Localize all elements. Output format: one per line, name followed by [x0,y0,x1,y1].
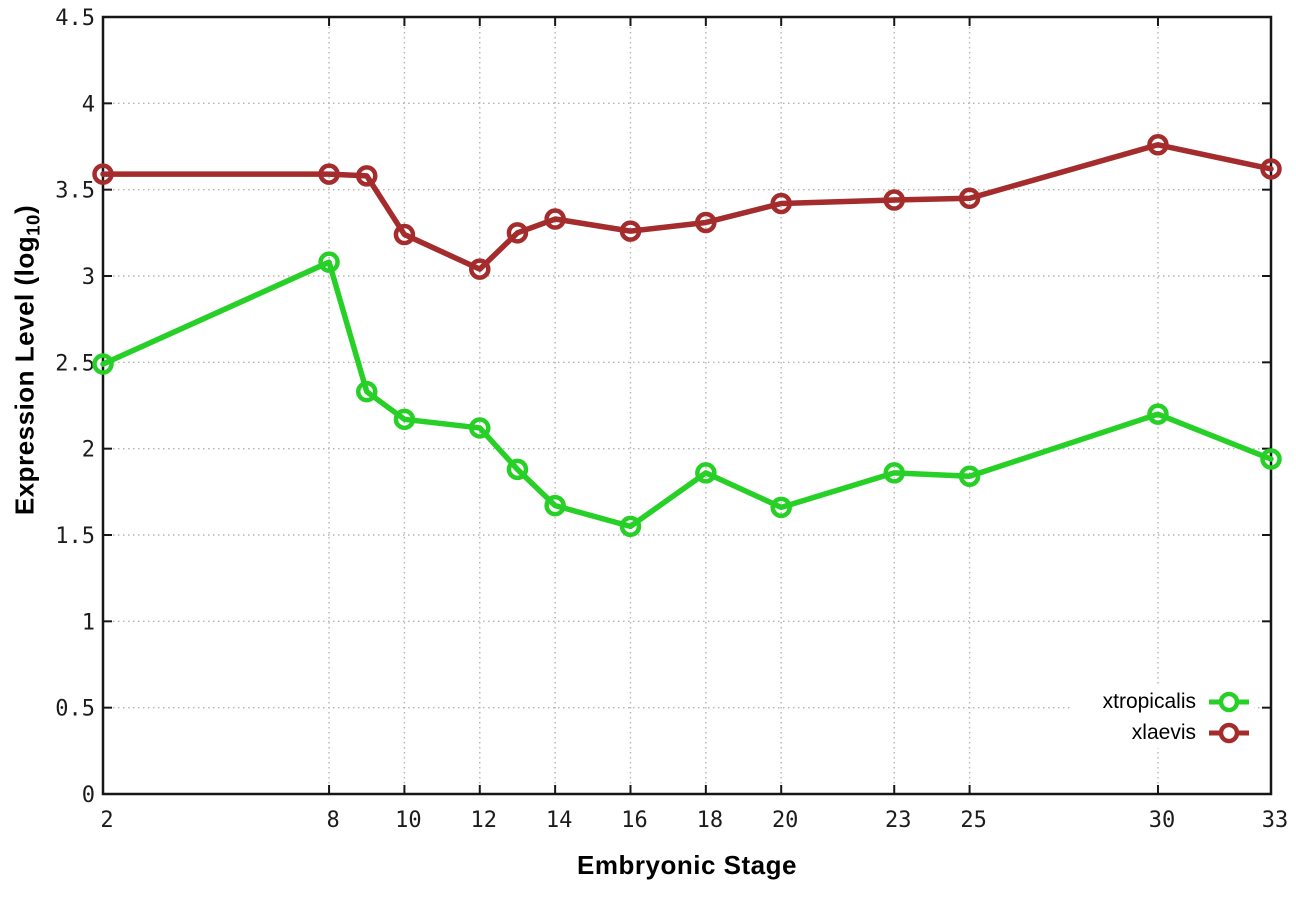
data-point-xlaevis [770,192,792,215]
data-point-xtropicalis [619,515,642,538]
data-point-xlaevis [92,163,114,185]
data-point-xlaevis [469,258,491,280]
data-point-xtropicalis [770,496,792,519]
data-point-xlaevis [1147,134,1169,156]
legend-label-xtropicalis: xtropicalis [1102,690,1196,713]
series-line-xlaevis [100,142,1274,272]
data-point-xlaevis [318,163,340,185]
data-point-xtropicalis [958,465,981,488]
x-tick-label: 12 [471,808,498,833]
series-line-xtropicalis [100,259,1274,530]
y-tick-label: 4 [82,92,95,117]
x-tick-label: 16 [621,808,648,833]
legend-circle-marker-icon [1218,691,1240,713]
data-point-xlaevis [619,220,642,242]
data-point-xtropicalis [318,251,340,273]
data-point-xlaevis [506,222,529,244]
x-tick-label: 30 [1149,808,1176,833]
y-tick-label: 4.5 [55,6,95,31]
data-point-xtropicalis [393,408,416,431]
x-tick-label: 33 [1262,808,1289,833]
data-point-xlaevis [355,165,378,187]
legend-entry-xlaevis: xlaevis [1132,720,1252,746]
y-tick-label: 3 [82,265,95,290]
y-axis-label-text: Expression Level (log [9,235,40,516]
x-tick-label: 18 [697,808,724,833]
y-axis-label: Expression Level (log10) [9,205,44,515]
data-point-xlaevis [883,189,905,211]
data-point-xlaevis [544,208,566,230]
x-tick-label: 8 [326,808,339,833]
data-point-xtropicalis [469,417,491,439]
data-point-xtropicalis [1147,403,1169,425]
y-tick-label: 1.5 [55,524,95,549]
legend: xtropicalis xlaevis [1072,687,1254,748]
data-point-xlaevis [393,223,416,246]
y-tick-label: 2.5 [55,351,95,376]
data-point-xtropicalis [544,494,566,517]
y-tick-label: 1 [82,610,95,635]
x-tick-label: 2 [100,808,113,833]
y-tick-label: 2 [82,438,95,463]
legend-label-xlaevis: xlaevis [1131,721,1196,744]
data-point-xtropicalis [355,380,378,403]
data-point-xlaevis [695,211,717,234]
x-tick-label: 23 [885,808,912,833]
legend-sample-xlaevis [1209,722,1249,744]
data-point-xtropicalis [92,353,114,375]
legend-entry-xtropicalis: xtropicalis [1103,689,1252,715]
legend-circle-marker-icon [1218,722,1240,744]
x-tick-label: 20 [772,808,799,833]
data-point-xtropicalis [883,462,905,484]
x-axis-label: Embryonic Stage [577,850,797,880]
x-tick-label: 25 [960,808,987,833]
y-tick-label: 3.5 [55,179,95,204]
y-tick-label: 0 [82,783,95,808]
y-axis-label-close: ) [9,204,40,215]
x-tick-label: 10 [395,808,422,833]
data-point-xtropicalis [695,462,717,484]
x-tick-label: 14 [546,808,573,833]
data-point-xtropicalis [1260,448,1282,470]
data-point-xtropicalis [506,458,529,481]
data-point-xlaevis [958,187,981,210]
plot-border [101,15,1273,796]
legend-sample-xtropicalis [1209,691,1249,713]
y-tick-label: 0.5 [55,697,95,722]
data-point-xlaevis [1260,158,1282,180]
y-axis-label-subscript: 10 [22,214,44,236]
